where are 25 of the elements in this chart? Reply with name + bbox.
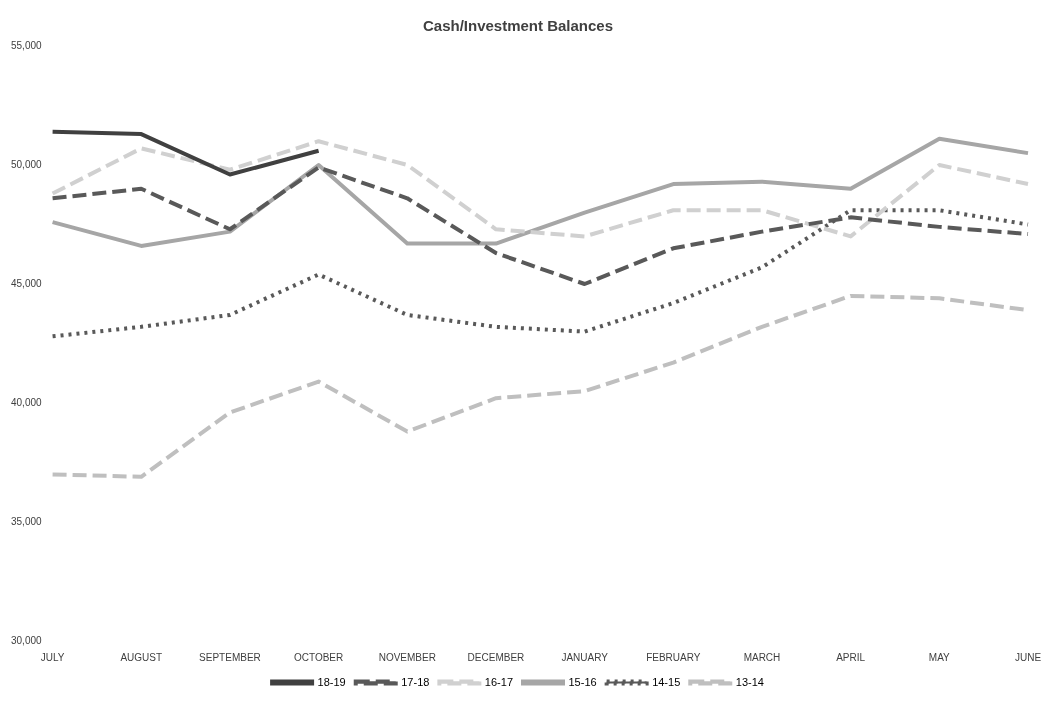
x-tick-label: MAY bbox=[928, 651, 951, 663]
x-tick-label: APRIL bbox=[836, 651, 866, 663]
y-tick-label: 35,000 bbox=[10, 515, 43, 527]
x-tick-label: MARCH bbox=[743, 651, 781, 663]
legend-label: 13-14 bbox=[735, 675, 764, 688]
x-tick-label: NOVEMBER bbox=[378, 651, 436, 663]
x-tick-label: FEBRUARY bbox=[646, 651, 701, 663]
y-tick-label: 40,000 bbox=[10, 396, 43, 408]
legend-label: 15-16 bbox=[568, 675, 597, 688]
y-tick-label: 45,000 bbox=[10, 277, 43, 289]
x-tick-label: JUNE bbox=[1014, 651, 1042, 663]
x-tick-label: SEPTEMBER bbox=[199, 651, 261, 663]
legend-label: 18-19 bbox=[317, 675, 346, 688]
x-tick-label: DECEMBER bbox=[467, 651, 525, 663]
x-tick-label: JULY bbox=[40, 651, 65, 663]
chart-title: Cash/Investment Balances bbox=[422, 17, 614, 35]
x-tick-label: JANUARY bbox=[561, 651, 609, 663]
x-tick-label: AUGUST bbox=[120, 651, 163, 663]
legend-label: 14-15 bbox=[652, 675, 681, 688]
y-tick-label: 55,000 bbox=[10, 39, 43, 51]
legend-label: 17-18 bbox=[401, 675, 430, 688]
y-tick-label: 50,000 bbox=[10, 158, 43, 170]
legend-label: 16-17 bbox=[484, 675, 514, 688]
x-tick-label: OCTOBER bbox=[293, 651, 344, 663]
y-tick-label: 30,000 bbox=[10, 634, 43, 646]
